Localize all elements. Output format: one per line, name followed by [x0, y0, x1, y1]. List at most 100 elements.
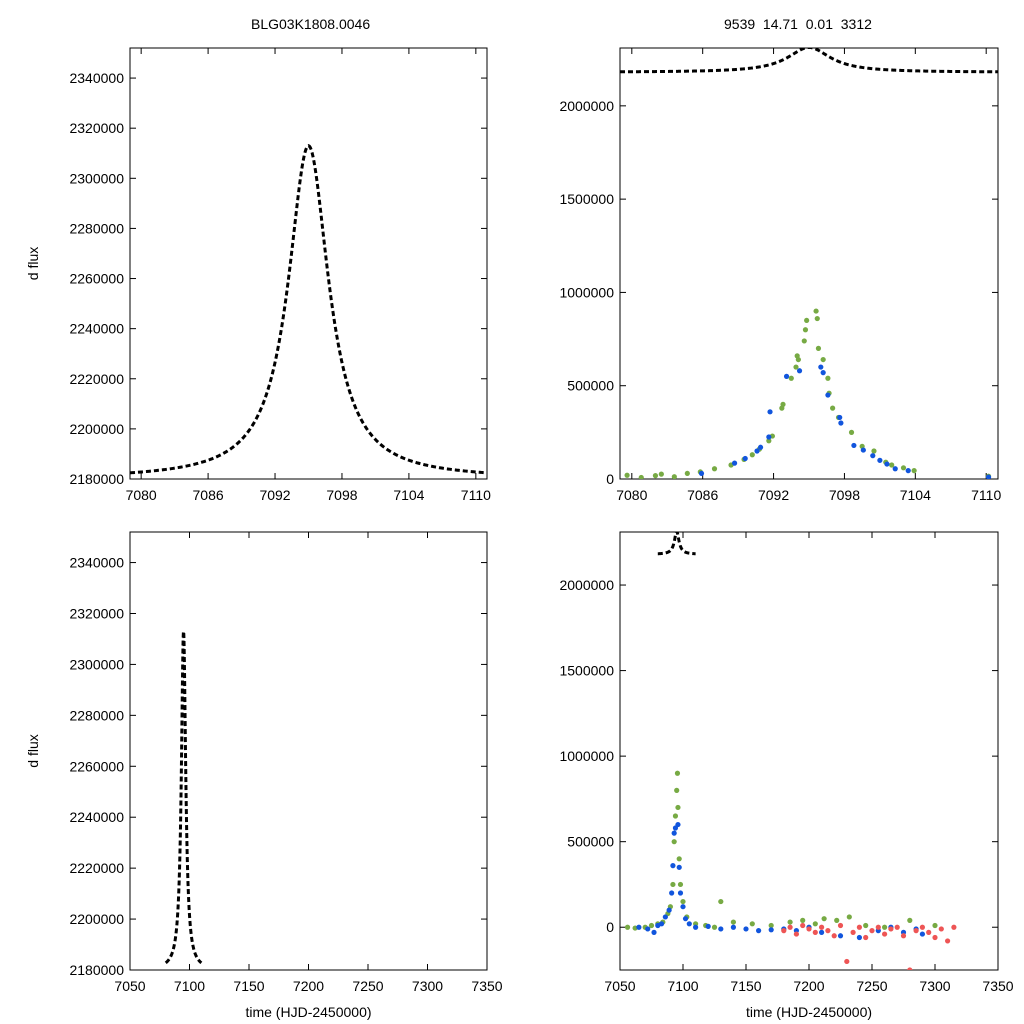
- data-point-green: [675, 804, 681, 811]
- data-point-green: [846, 914, 852, 920]
- data-point-green: [804, 317, 810, 324]
- data-point-red: [945, 938, 951, 944]
- data-point-red: [844, 958, 850, 965]
- data-point-green: [801, 338, 807, 344]
- model-curve: [620, 48, 998, 74]
- y-tick-label: 2320000: [69, 605, 124, 621]
- model-curve: [130, 144, 487, 475]
- data-point-green: [638, 474, 644, 479]
- data-point-blue: [670, 863, 676, 869]
- data-point-green: [749, 452, 755, 458]
- data-point-blue: [768, 927, 774, 933]
- y-tick-label: 2260000: [69, 271, 124, 287]
- y-tick-label: 1500000: [559, 663, 614, 679]
- y-tick-label: 2180000: [69, 471, 124, 487]
- data-point-red: [938, 926, 944, 932]
- data-point-green: [863, 922, 869, 929]
- series-green: [624, 308, 992, 479]
- y-tick-label: 2000000: [559, 577, 614, 593]
- data-point-green: [889, 462, 895, 468]
- y-tick-label: 2340000: [69, 70, 124, 86]
- y-tick-label: 2200000: [69, 421, 124, 437]
- x-tick-label: 7050: [604, 978, 635, 994]
- data-point-blue: [705, 923, 711, 929]
- data-point-green: [711, 924, 718, 930]
- data-point-green: [671, 839, 677, 845]
- data-point-red: [951, 924, 957, 930]
- data-point-green: [658, 471, 664, 477]
- data-point-green: [671, 474, 677, 479]
- x-tick-label: 7100: [174, 978, 205, 994]
- data-point-green: [800, 917, 806, 923]
- y-tick-label: 2320000: [69, 120, 124, 136]
- data-point-blue: [838, 420, 844, 426]
- plot-area: [620, 48, 998, 479]
- x-tick-label: 7092: [758, 487, 789, 503]
- plot-frame: [619, 531, 999, 971]
- data-point-red: [819, 924, 825, 930]
- data-point-blue: [757, 444, 764, 450]
- data-point-blue: [658, 921, 665, 927]
- y-tick-label: 2180000: [69, 962, 124, 978]
- x-tick-label: 7050: [114, 978, 145, 994]
- data-point-red: [806, 926, 812, 932]
- x-tick-label: 7300: [919, 978, 950, 994]
- panel-top-right: 0 500000 1000000 1500000 2000000 7080 7086 7092…: [559, 47, 1001, 503]
- y-axis-label: d flux: [25, 247, 41, 280]
- data-point-green: [684, 470, 690, 477]
- data-point-red: [888, 926, 894, 932]
- x-tick-label: 7104: [393, 487, 424, 503]
- data-point-blue: [783, 373, 790, 379]
- x-tick-label: 7110: [461, 487, 491, 503]
- data-point-blue: [677, 890, 684, 896]
- x-tick-label: 7350: [471, 978, 502, 994]
- data-point-green: [766, 438, 772, 444]
- data-point-blue: [742, 455, 748, 462]
- plot-area: [130, 144, 487, 475]
- data-point-green: [825, 375, 831, 381]
- data-point-red: [913, 928, 919, 934]
- data-point-green: [834, 917, 840, 923]
- data-point-blue: [756, 928, 762, 934]
- data-point-blue: [819, 929, 825, 935]
- data-point-blue: [870, 453, 876, 459]
- data-point-blue: [820, 370, 826, 376]
- data-point-green: [932, 922, 938, 929]
- data-point-blue: [730, 924, 737, 930]
- data-point-red: [831, 933, 837, 939]
- data-point-blue: [731, 460, 738, 466]
- y-tick-label: 2280000: [69, 707, 124, 723]
- data-point-green: [788, 375, 794, 381]
- x-tick-label: 7098: [326, 487, 357, 503]
- data-point-green: [749, 921, 755, 927]
- data-point-blue: [985, 474, 992, 479]
- x-tick-label: 7350: [982, 978, 1013, 994]
- x-axis-label: time (HJD-2450000): [746, 1004, 872, 1020]
- series-red: [781, 922, 957, 970]
- y-tick-label: 1000000: [559, 284, 614, 300]
- y-tick-label: 500000: [567, 834, 614, 850]
- y-tick-label: 2220000: [69, 371, 124, 387]
- data-point-green: [676, 856, 682, 862]
- data-point-green: [787, 919, 793, 925]
- model-curve: [164, 630, 203, 965]
- data-point-green: [677, 881, 684, 888]
- x-tick-label: 7080: [126, 487, 157, 503]
- x-tick-label: 7250: [352, 978, 383, 994]
- data-point-green: [674, 787, 680, 793]
- data-point-blue: [796, 368, 803, 374]
- data-point-green: [882, 924, 888, 930]
- data-point-blue: [767, 409, 773, 415]
- data-point-green: [848, 429, 855, 435]
- data-point-red: [812, 929, 818, 935]
- x-tick-label: 7250: [856, 978, 887, 994]
- data-point-blue: [676, 864, 682, 870]
- y-tick-label: 2240000: [69, 809, 124, 825]
- x-tick-label: 7100: [667, 978, 698, 994]
- data-point-blue: [851, 442, 857, 449]
- data-point-green: [907, 917, 913, 923]
- plot-frame: [129, 531, 488, 971]
- data-point-blue: [669, 890, 675, 896]
- data-point-green: [768, 922, 774, 929]
- x-tick-label: 7086: [687, 487, 718, 503]
